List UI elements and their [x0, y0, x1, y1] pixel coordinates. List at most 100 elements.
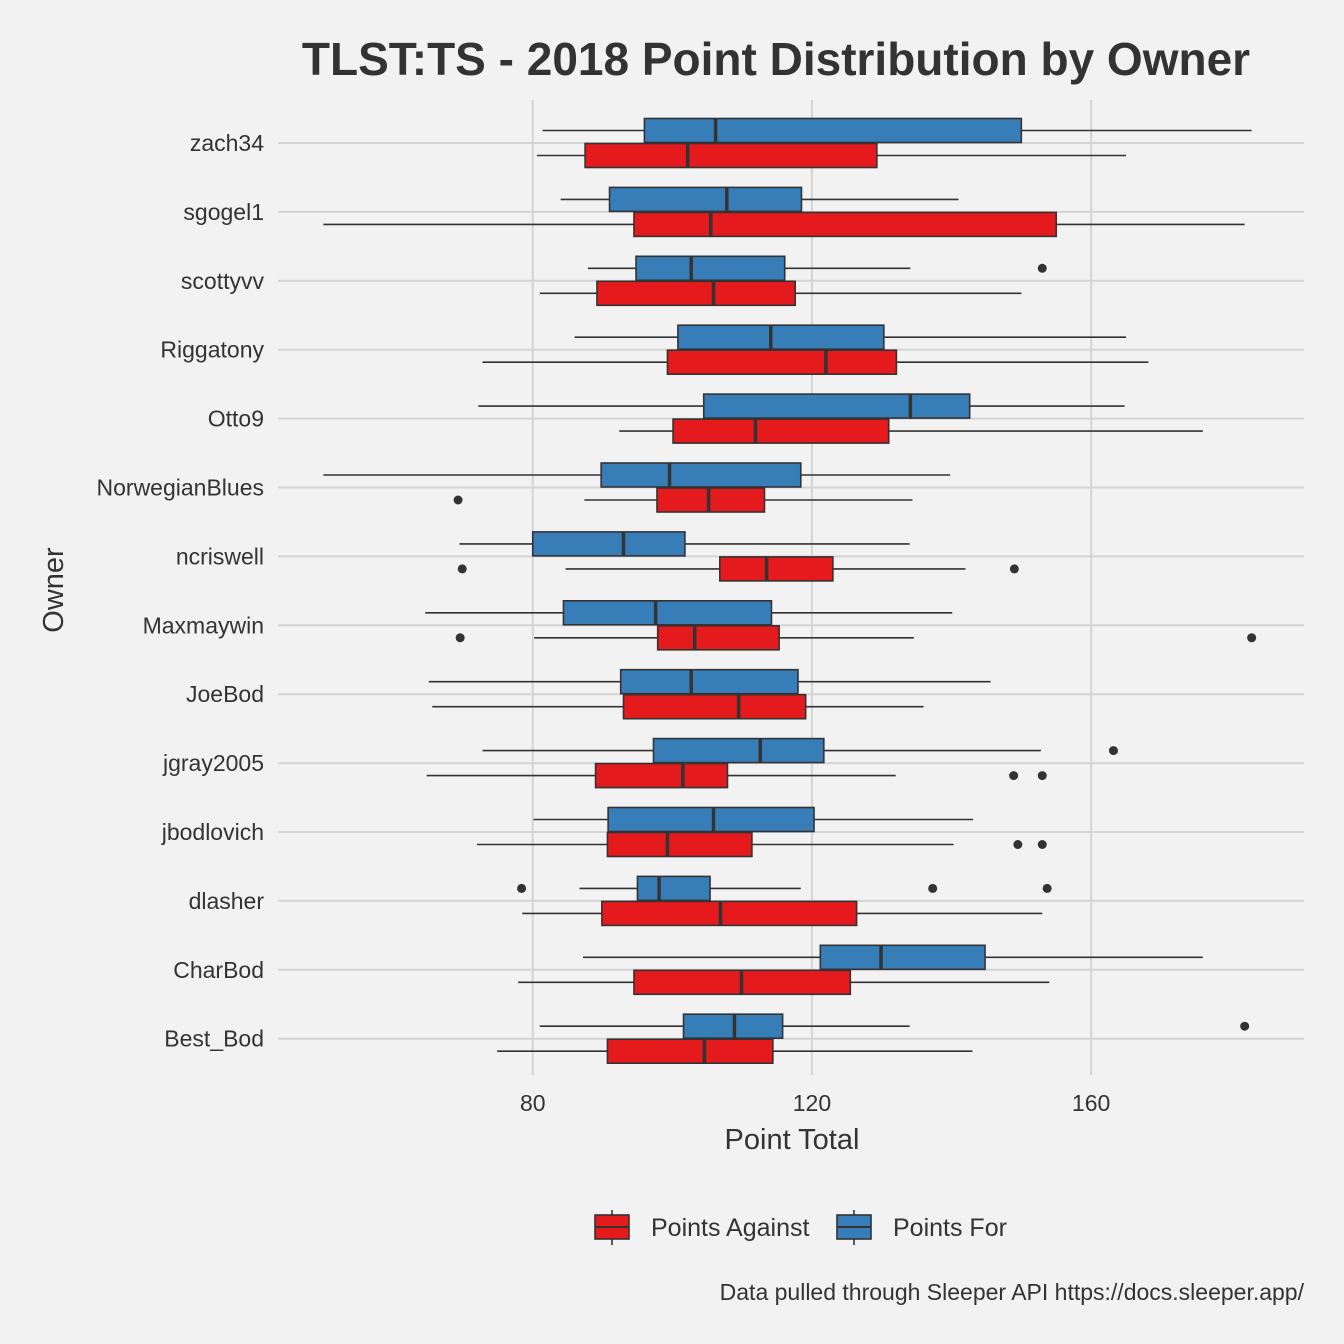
box-iqr	[600, 462, 802, 488]
boxes	[323, 117, 1257, 1064]
box-points-against	[536, 142, 1127, 169]
outlier-point	[457, 564, 467, 574]
box-points-for	[517, 875, 1052, 902]
y-tick-label: sgogel1	[183, 199, 264, 225]
box-iqr	[562, 599, 773, 626]
box-iqr	[622, 693, 807, 720]
outlier-point	[1247, 633, 1257, 643]
outlier-point	[1037, 840, 1047, 849]
x-tick-label: 160	[1072, 1090, 1110, 1116]
y-tick-label: CharBod	[173, 957, 264, 983]
outlier-point	[1009, 771, 1019, 781]
box-iqr	[601, 900, 858, 927]
chart-caption: Data pulled through Sleeper API https://…	[720, 1279, 1305, 1305]
box-points-for	[587, 255, 1047, 282]
box-points-for	[583, 944, 1203, 971]
box-iqr	[596, 280, 796, 307]
box-iqr	[666, 349, 898, 376]
y-tick-labels: zach34 sgogel1 scottyvv Riggatony Otto9 Norwe…	[97, 130, 265, 1052]
y-tick-label: zach34	[190, 130, 264, 156]
box-iqr	[636, 875, 711, 902]
box-points-against	[455, 624, 1257, 651]
box-points-for	[533, 806, 974, 833]
y-tick-label: JoeBod	[186, 681, 264, 707]
box-iqr	[819, 944, 986, 971]
outlier-point	[455, 633, 465, 643]
box-iqr	[672, 418, 890, 444]
box-iqr	[633, 211, 1058, 238]
box-points-for	[539, 1013, 1250, 1040]
box-points-for	[428, 668, 991, 695]
box-iqr	[608, 186, 803, 213]
legend-item: Points Against	[594, 1210, 809, 1245]
box-iqr	[652, 737, 825, 764]
outlier-point	[1013, 840, 1023, 849]
box-iqr	[702, 393, 971, 419]
y-tick-label: Maxmaywin	[143, 612, 264, 638]
outlier-point	[1108, 746, 1118, 756]
box-points-for	[574, 324, 1127, 351]
y-tick-label: dlasher	[189, 888, 265, 914]
y-tick-label: jbodlovich	[161, 819, 264, 845]
box-iqr	[619, 668, 799, 695]
outlier-point	[1042, 883, 1052, 893]
legend: Points Against Points For	[594, 1210, 1007, 1245]
x-tick-label: 120	[793, 1090, 831, 1116]
box-iqr	[656, 624, 780, 651]
box-points-for	[478, 393, 1125, 419]
legend-label: Points For	[893, 1214, 1007, 1242]
y-tick-label: ncriswell	[176, 543, 264, 569]
box-points-for	[323, 462, 951, 488]
box-points-against	[453, 487, 913, 513]
outlier-point	[1009, 564, 1019, 574]
legend-label: Points Against	[651, 1214, 809, 1242]
box-iqr	[643, 117, 1023, 144]
outlier-point	[1037, 771, 1047, 781]
y-tick-label: jgray2005	[162, 750, 264, 776]
box-iqr	[531, 531, 686, 557]
box-iqr	[606, 1038, 774, 1064]
outlier-point	[453, 495, 463, 505]
box-points-against	[457, 556, 1019, 582]
outlier-point	[517, 883, 527, 893]
box-points-against	[539, 280, 1022, 307]
box-iqr	[635, 255, 786, 282]
box-iqr	[584, 142, 878, 169]
box-iqr	[677, 324, 885, 351]
box-points-against	[518, 969, 1050, 996]
y-tick-label: Otto9	[208, 406, 264, 432]
box-points-against	[619, 418, 1203, 444]
x-tick-label: 80	[520, 1090, 546, 1116]
box-iqr	[594, 762, 729, 789]
box-points-for	[560, 186, 959, 213]
box-points-against	[323, 211, 1245, 238]
y-tick-label: Best_Bod	[164, 1026, 264, 1052]
box-points-against	[426, 762, 1047, 789]
box-points-for	[459, 531, 910, 557]
box-iqr	[656, 487, 766, 513]
outlier-point	[1037, 263, 1047, 273]
y-tick-label: scottyvv	[181, 268, 265, 294]
x-axis-label: Point Total	[725, 1124, 860, 1156]
box-points-for	[482, 737, 1118, 764]
grid	[278, 100, 1304, 1075]
box-points-against	[476, 831, 1047, 858]
x-tick-labels: 80 120 160	[520, 1090, 1110, 1116]
box-iqr	[719, 556, 834, 582]
y-axis-label: Owner	[38, 547, 70, 633]
outlier-point	[928, 883, 938, 893]
outlier-point	[1240, 1021, 1250, 1031]
box-points-against	[497, 1038, 973, 1064]
box-iqr	[607, 806, 815, 833]
y-tick-label: NorwegianBlues	[97, 475, 264, 501]
box-points-against	[432, 693, 924, 720]
box-points-for	[425, 599, 953, 626]
box-points-for	[542, 117, 1252, 144]
legend-item: Points For	[836, 1210, 1007, 1245]
y-tick-label: Riggatony	[160, 337, 264, 363]
box-points-against	[522, 900, 1043, 927]
chart-title: TLST:TS - 2018 Point Distribution by Own…	[302, 33, 1250, 85]
box-iqr	[606, 831, 753, 858]
box-points-against	[482, 349, 1149, 376]
